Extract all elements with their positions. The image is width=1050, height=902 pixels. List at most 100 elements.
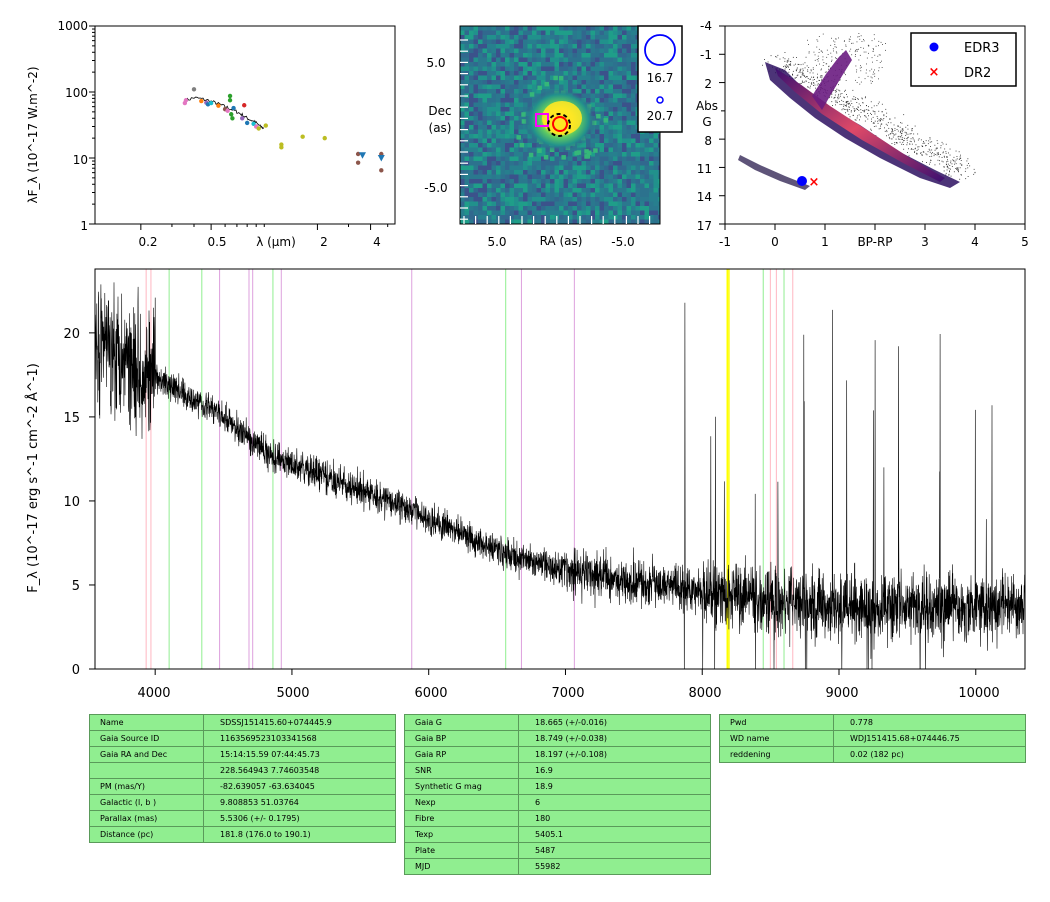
image-pixel [613, 120, 618, 126]
hr-field-star [787, 66, 789, 68]
hr-field-star [799, 71, 801, 72]
image-pixel [496, 116, 501, 121]
image-pixel [595, 174, 600, 180]
image-pixel [658, 134, 660, 139]
hr-field-star [929, 137, 931, 139]
image-pixel [487, 111, 492, 117]
sed-panel: 1000 100 10 1 0.2 0.5 2 4 λ (μm) λF_λ (1… [26, 19, 396, 249]
image-pixel [496, 201, 501, 207]
hr-field-star [906, 144, 908, 146]
image-pixel [590, 84, 596, 90]
hr-field-star [926, 154, 928, 156]
image-pixel [622, 89, 627, 94]
image-pixel [568, 188, 573, 193]
image-pixel [613, 30, 618, 36]
image-pixel [487, 80, 492, 85]
image-pixel [613, 53, 618, 58]
hr-field-star [867, 44, 869, 46]
image-pixel [595, 188, 600, 193]
image-pixel [487, 201, 492, 207]
image-pixel [568, 219, 573, 224]
hr-field-star [839, 104, 841, 105]
sed-point-20 [256, 126, 261, 131]
hr-ytick-2: 2 [704, 77, 712, 91]
image-pixel [491, 35, 497, 40]
hr-field-star [800, 76, 802, 77]
image-pixel [532, 66, 537, 72]
table-row: reddening 0.02 (182 pc) [719, 746, 1026, 763]
image-pixel [617, 219, 623, 224]
sed-point-21 [263, 123, 268, 128]
hr-field-star [803, 74, 805, 76]
image-pixel [500, 66, 506, 72]
hr-field-star [821, 50, 823, 52]
image-pixel-halo [584, 149, 589, 154]
image-pixel [554, 188, 560, 193]
hr-field-star [848, 103, 850, 105]
image-pixel [626, 98, 632, 103]
hr-field-star [859, 119, 860, 121]
image-pixel [473, 30, 479, 36]
hr-field-star [878, 78, 879, 80]
image-y-label-1: Dec [428, 104, 451, 118]
hr-field-star [922, 143, 924, 144]
table-key: reddening [719, 746, 834, 763]
image-pixel [622, 39, 627, 45]
image-pixel [500, 102, 506, 108]
image-pixel [622, 30, 627, 36]
hr-field-star [860, 109, 862, 111]
image-pixel [509, 179, 515, 184]
image-pixel [599, 138, 605, 144]
image-pixel [640, 192, 645, 198]
image-pixel [487, 48, 492, 54]
hr-field-star [857, 106, 859, 108]
image-pixel [545, 39, 551, 45]
hr-field-star [799, 83, 801, 84]
image-pixel [536, 30, 542, 36]
hr-field-star [857, 36, 859, 38]
hr-field-star [870, 76, 872, 78]
image-pixel [581, 80, 587, 85]
image-pixel [500, 219, 506, 224]
image-pixel [469, 71, 474, 76]
dashed-circle-marker [547, 113, 571, 137]
image-pixel [545, 165, 551, 171]
table-key [89, 762, 204, 779]
table-value: 0.02 (182 pc) [833, 746, 1026, 763]
table-value: 1163569523103341568 [203, 730, 396, 747]
image-pixel [608, 71, 614, 76]
image-pixel [644, 219, 650, 224]
hr-field-star [846, 101, 848, 102]
hr-field-star [810, 83, 812, 85]
sed-point-31 [379, 168, 384, 173]
hr-field-star [953, 171, 955, 173]
image-pixel [491, 75, 497, 81]
hr-field-star [770, 55, 772, 57]
image-pixel [532, 53, 537, 58]
image-pixel [595, 152, 600, 157]
hr-field-star [869, 70, 871, 72]
info-table-right: Pwd 0.778 WD name WDJ151415.68+074446.75 r… [719, 714, 1026, 763]
hr-field-star [875, 125, 877, 127]
image-pixel [496, 192, 501, 198]
image-pixel [586, 210, 591, 216]
hr-field-star [934, 149, 936, 151]
image-pixel [658, 138, 660, 144]
image-pixel [505, 53, 510, 58]
image-pixel [478, 183, 483, 189]
hr-field-star [902, 139, 903, 140]
image-pixel [590, 48, 596, 54]
image-pixel [487, 66, 492, 72]
image-pixel [487, 210, 492, 216]
image-pixel [491, 80, 497, 85]
hr-field-star [945, 151, 947, 153]
hr-field-star [879, 62, 881, 63]
image-pixel [460, 102, 465, 108]
image-pixel [541, 192, 546, 198]
image-pixel [509, 30, 515, 36]
hr-field-star [878, 40, 880, 42]
image-pixel [505, 84, 510, 90]
image-pixel [577, 57, 582, 63]
image-pixel [626, 120, 632, 126]
image-pixel [640, 174, 645, 180]
